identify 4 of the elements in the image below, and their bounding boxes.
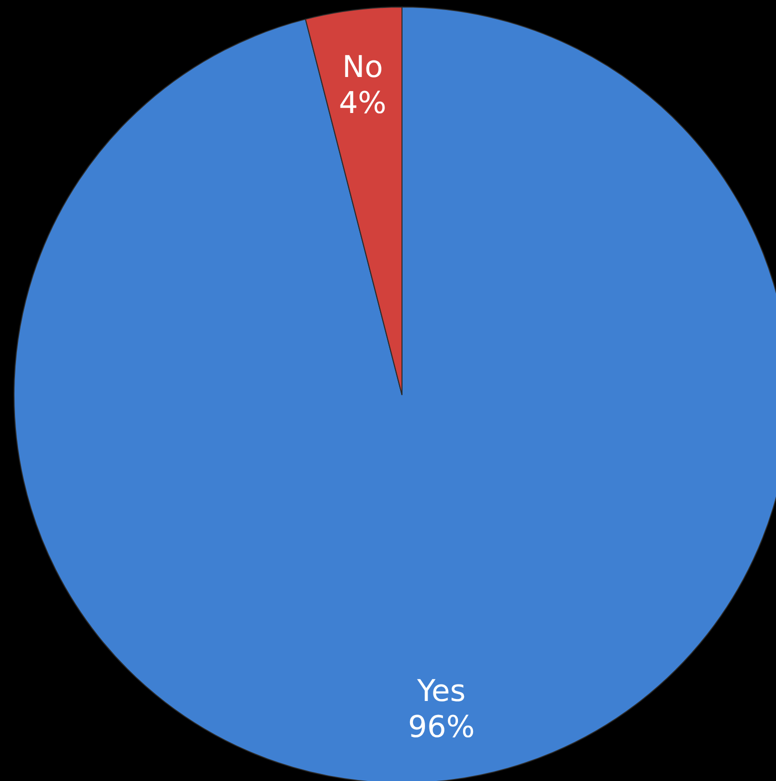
data-label: 96% xyxy=(408,710,475,745)
slice-label: Yes xyxy=(416,674,466,709)
data-label: 4% xyxy=(338,86,386,122)
slice-label: No xyxy=(342,50,384,86)
